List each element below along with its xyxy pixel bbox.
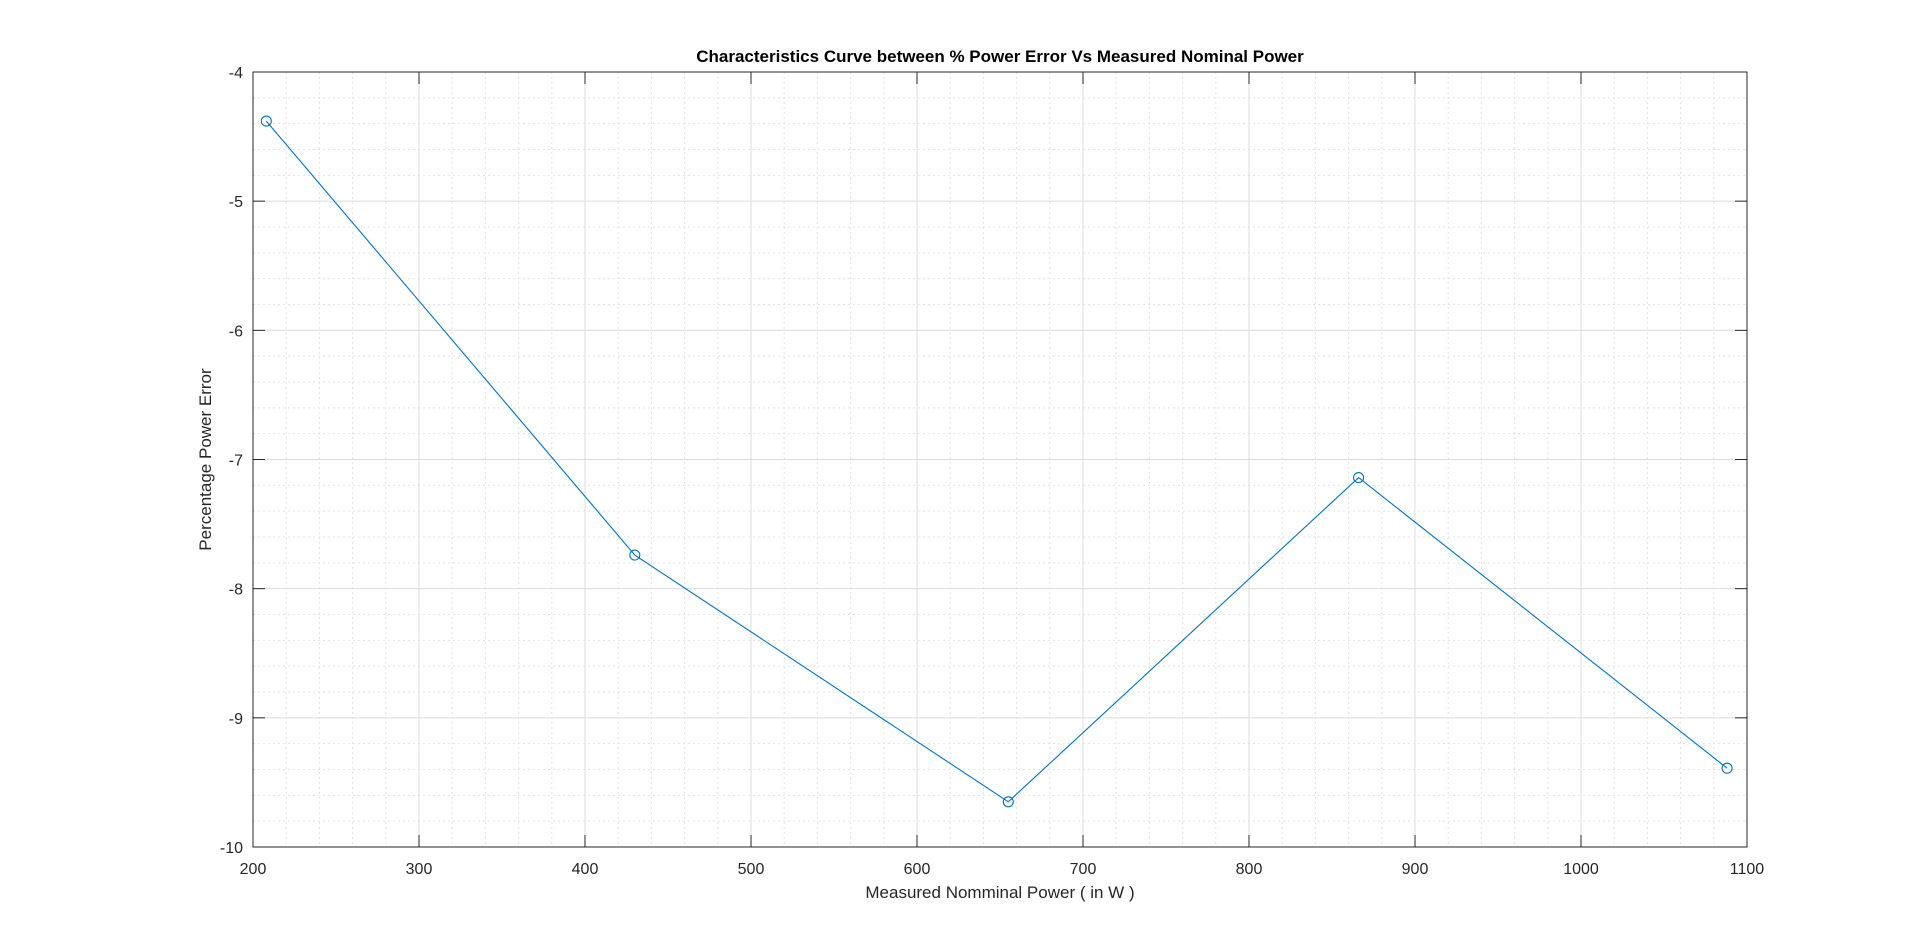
data-point (260, 115, 272, 127)
series-layer (260, 115, 1733, 808)
y-tick-label: -7 (229, 453, 243, 470)
y-tick-labels: -10 -9 -8 -7 -6 -5 -4 (220, 65, 243, 857)
x-tick-labels: 200 300 400 500 600 700 800 900 1000 1100 (240, 861, 1765, 878)
data-point (1002, 796, 1014, 808)
y-tick-label: -9 (229, 711, 243, 728)
data-point (629, 549, 641, 561)
y-axis-label: Percentage Power Error (196, 368, 215, 551)
x-tick-label: 600 (904, 861, 931, 878)
x-axis-label: Measured Nomminal Power ( in W ) (865, 883, 1134, 902)
y-tick-label: -10 (220, 840, 243, 857)
x-tick-label: 800 (1236, 861, 1263, 878)
y-tick-label: -5 (229, 194, 243, 211)
x-tick-label: 1100 (1730, 861, 1765, 878)
x-tick-label: 1000 (1563, 861, 1599, 878)
axis-ticks (252, 71, 1748, 848)
x-tick-label: 200 (240, 861, 267, 878)
y-tick-label: -6 (229, 323, 243, 340)
chart-title: Characteristics Curve between % Power Er… (696, 47, 1304, 66)
data-point (1721, 762, 1733, 774)
x-tick-label: 500 (738, 861, 765, 878)
x-tick-label: 900 (1402, 861, 1429, 878)
y-tick-label: -4 (229, 65, 243, 82)
series-line (265, 120, 1728, 803)
x-tick-label: 300 (406, 861, 433, 878)
x-tick-label: 700 (1070, 861, 1097, 878)
y-tick-label: -8 (229, 582, 243, 599)
x-tick-label: 400 (572, 861, 599, 878)
data-point (1353, 472, 1365, 484)
